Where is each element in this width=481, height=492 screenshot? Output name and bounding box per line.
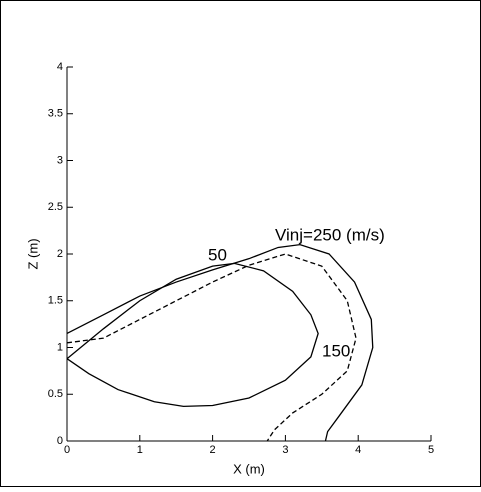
x-tick-label: 1 [137,444,143,456]
annotation: 150 [322,341,350,360]
x-tick-label: 4 [355,444,361,456]
curve [66,253,357,442]
annotation: Vinj=250 (m/s) [275,225,385,244]
curve [66,243,374,442]
y-tick-label: 1.5 [48,295,63,307]
x-tick-label: 0 [64,444,70,456]
x-tick-label: 3 [282,444,288,456]
y-tick-label: 2 [57,248,63,260]
y-tick-label: 4 [57,61,63,73]
y-tick-label: 3 [57,154,63,166]
curve [66,262,319,408]
annotation: 50 [208,245,227,264]
y-tick-label: 0 [57,435,63,447]
y-tick-label: 3.5 [48,108,63,120]
x-axis-label: X (m) [233,461,265,476]
y-axis-label: Z (m) [25,238,40,269]
y-tick-label: 2.5 [48,201,63,213]
y-tick-label: 1 [57,341,63,353]
x-tick-label: 2 [210,444,216,456]
y-tick-label: 0.5 [48,388,63,400]
x-tick-label: 5 [428,444,434,456]
